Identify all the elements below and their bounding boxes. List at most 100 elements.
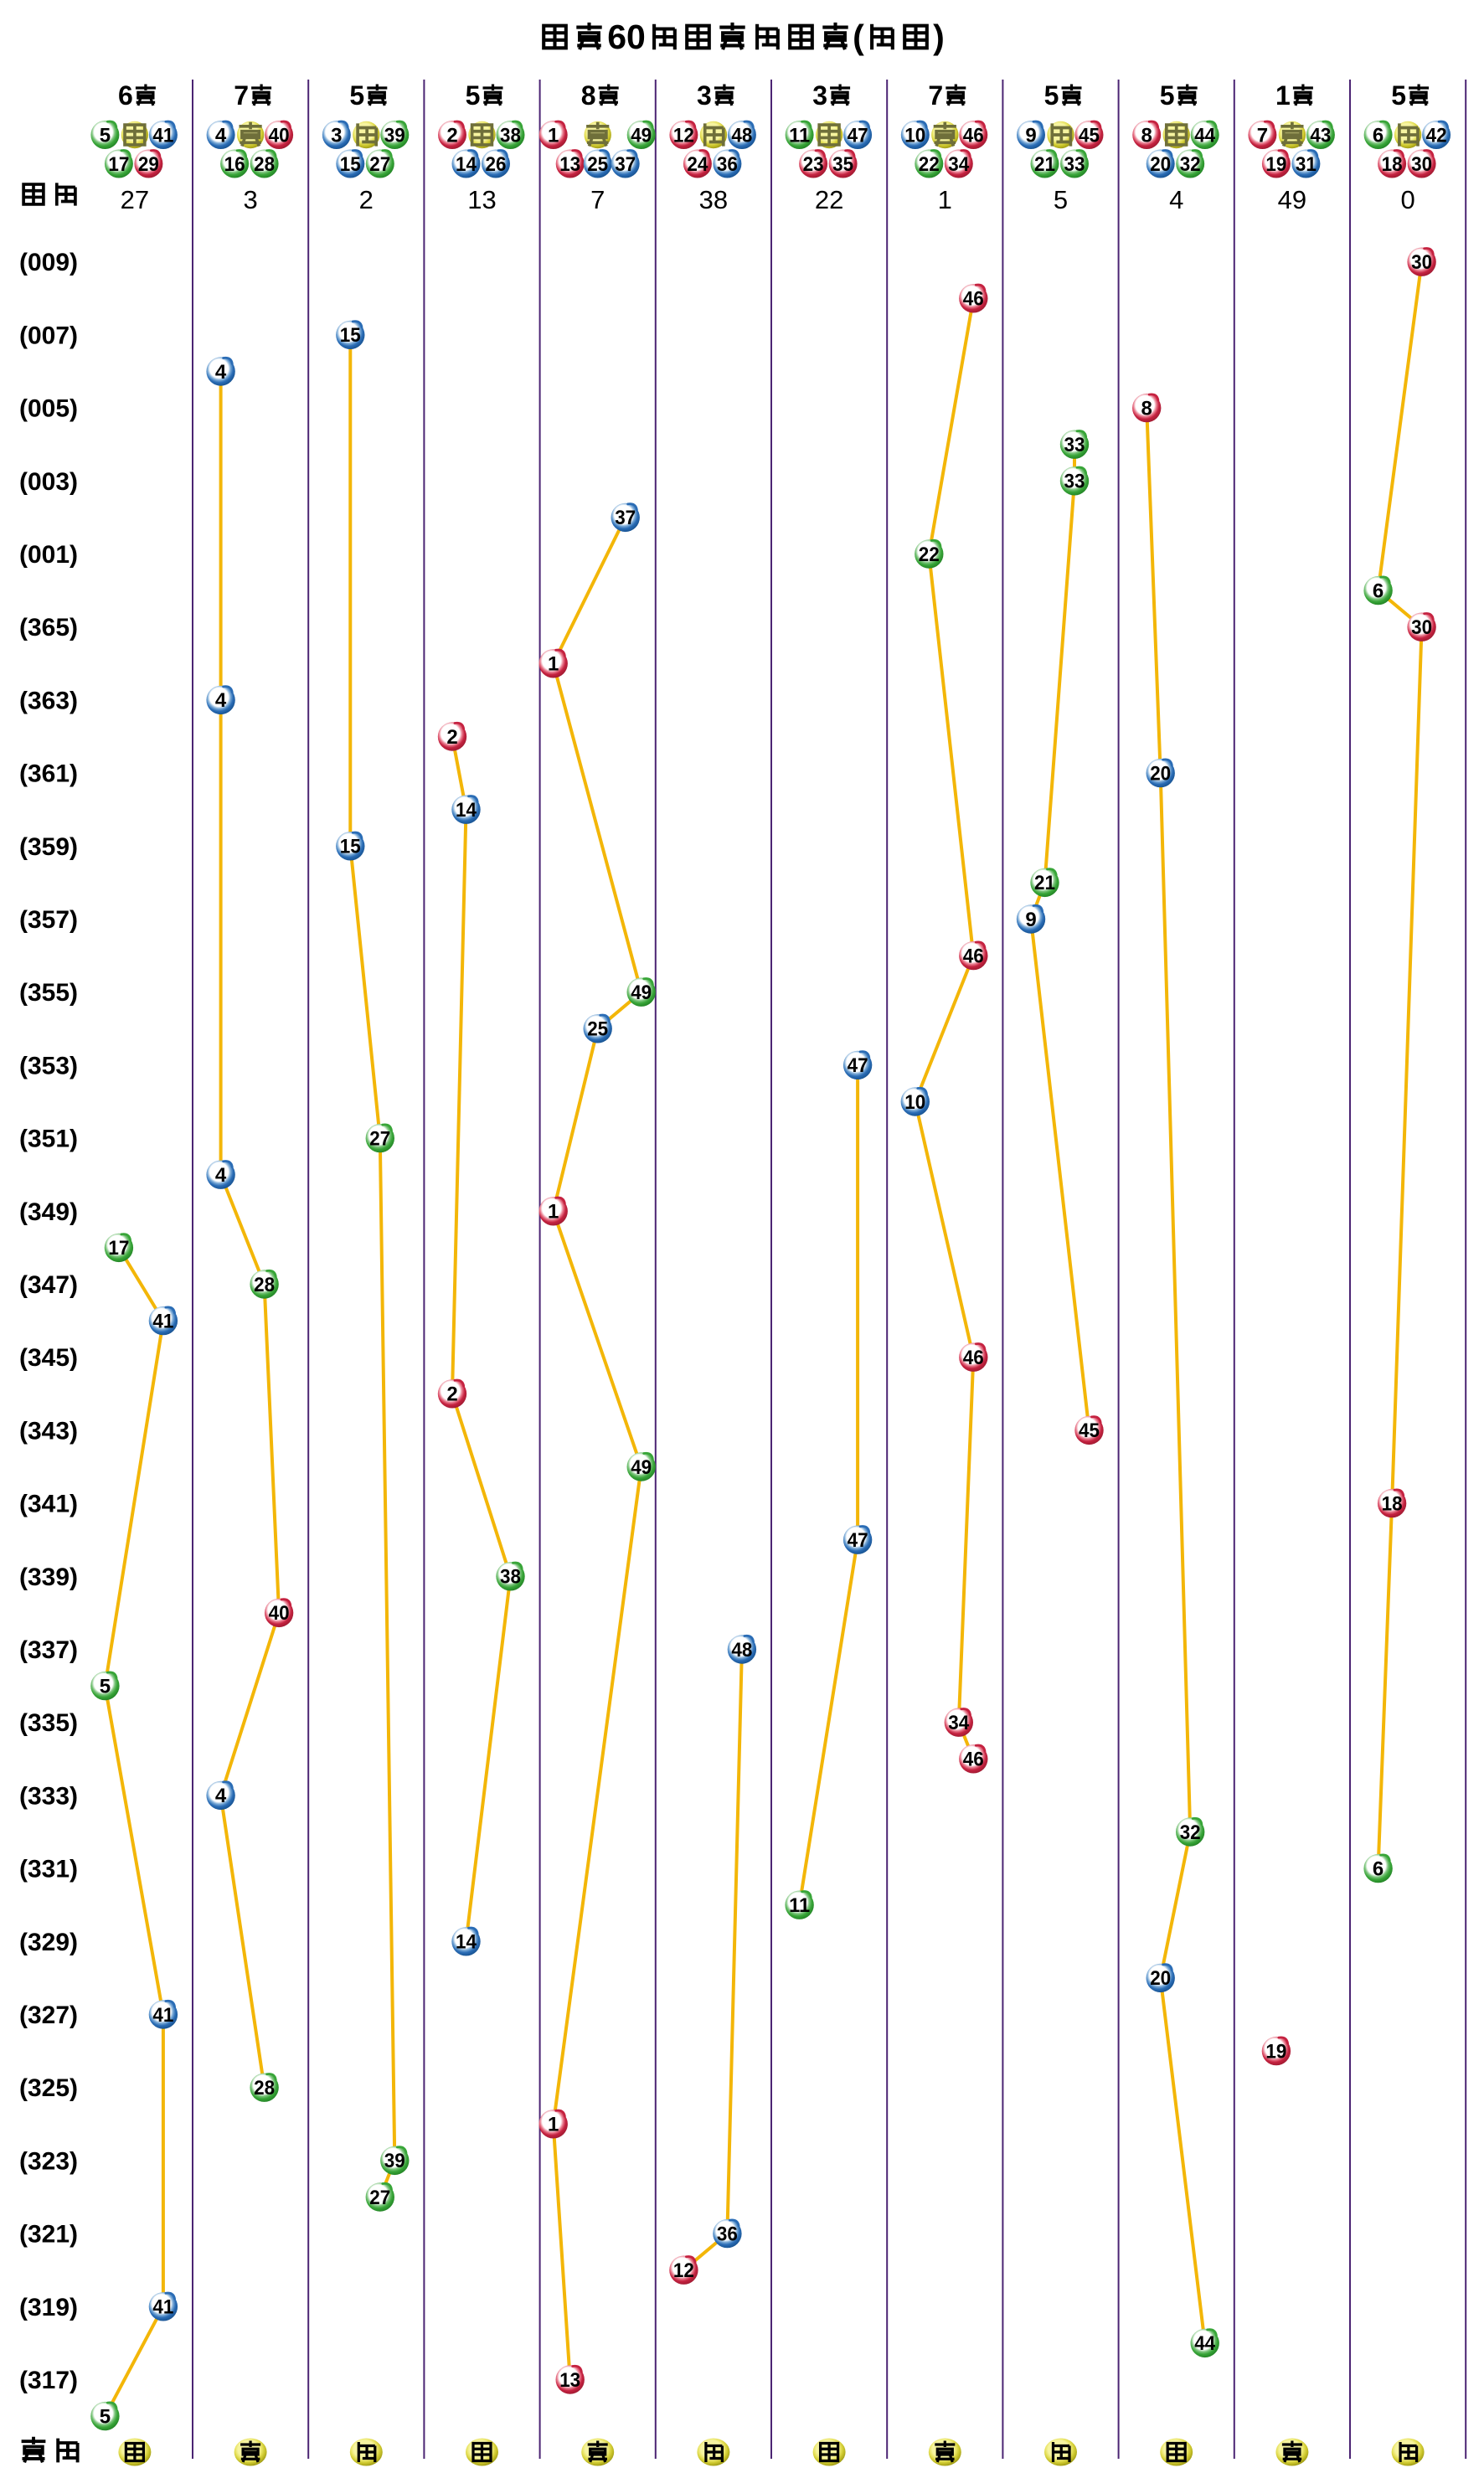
svg-text:31: 31: [1296, 153, 1317, 176]
svg-text:4: 4: [215, 689, 227, 712]
svg-text:49: 49: [1278, 185, 1306, 214]
svg-text:49: 49: [631, 124, 652, 147]
svg-text:22: 22: [919, 544, 940, 566]
svg-text:5: 5: [100, 124, 111, 147]
svg-text:13: 13: [559, 2369, 580, 2392]
svg-text:2: 2: [446, 124, 457, 147]
svg-text:15: 15: [340, 324, 361, 347]
svg-text:46: 46: [963, 945, 984, 967]
svg-text:11: 11: [789, 1894, 810, 1917]
svg-text:8: 8: [1141, 124, 1152, 147]
svg-text:1: 1: [548, 653, 559, 676]
svg-text:46: 46: [963, 1749, 984, 1771]
svg-text:14: 14: [456, 153, 477, 176]
svg-text:32: 32: [1180, 1821, 1201, 1844]
svg-text:1: 1: [548, 1201, 559, 1224]
svg-text:1: 1: [548, 2114, 559, 2136]
svg-text:36: 36: [717, 153, 738, 176]
svg-text:(363): (363): [19, 687, 78, 714]
svg-text:20: 20: [1150, 762, 1171, 785]
svg-text:(339): (339): [19, 1564, 78, 1591]
svg-text:34: 34: [948, 1712, 970, 1734]
svg-text:(331): (331): [19, 1856, 78, 1883]
svg-text:41: 41: [152, 2296, 173, 2319]
svg-text:45: 45: [1079, 1419, 1100, 1442]
svg-text:27: 27: [369, 153, 390, 176]
svg-text:9: 9: [1025, 124, 1036, 147]
svg-text:33: 33: [1064, 471, 1085, 493]
svg-text:5: 5: [100, 2405, 111, 2428]
svg-text:47: 47: [848, 1529, 868, 1552]
svg-text:40: 40: [269, 1602, 290, 1625]
svg-text:(319): (319): [19, 2294, 78, 2321]
svg-text:37: 37: [615, 507, 636, 529]
svg-text:24: 24: [687, 153, 709, 176]
svg-text:19: 19: [1265, 153, 1286, 176]
svg-text:1: 1: [548, 124, 559, 147]
svg-text:36: 36: [717, 2223, 738, 2245]
svg-text:20: 20: [1150, 153, 1171, 176]
svg-text:10: 10: [904, 124, 925, 147]
svg-text:28: 28: [254, 153, 275, 176]
svg-text:48: 48: [731, 124, 752, 147]
svg-text:(341): (341): [19, 1491, 78, 1518]
svg-text:28: 28: [254, 1274, 275, 1296]
svg-text:29: 29: [138, 153, 159, 176]
svg-text:46: 46: [963, 288, 984, 311]
svg-text:43: 43: [1310, 124, 1331, 147]
svg-text:(317): (317): [19, 2367, 78, 2394]
svg-text:38: 38: [500, 124, 521, 147]
svg-text:27: 27: [121, 185, 149, 214]
svg-text:18: 18: [1382, 153, 1403, 176]
svg-text:5: 5: [1391, 80, 1406, 111]
svg-text:14: 14: [456, 799, 477, 822]
svg-text:(365): (365): [19, 614, 78, 641]
svg-text:17: 17: [108, 1237, 129, 1260]
svg-text:5: 5: [1054, 185, 1068, 214]
svg-text:7: 7: [928, 80, 943, 111]
svg-text:(335): (335): [19, 1709, 78, 1737]
svg-text:35: 35: [832, 153, 853, 176]
svg-text:(327): (327): [19, 2002, 78, 2029]
svg-text:21: 21: [1034, 153, 1055, 176]
svg-text:27: 27: [369, 2187, 390, 2209]
svg-text:8: 8: [581, 80, 596, 111]
svg-text:41: 41: [152, 124, 173, 147]
svg-text:28: 28: [254, 2077, 275, 2099]
svg-text:(009): (009): [19, 249, 78, 276]
svg-text:18: 18: [1382, 1492, 1403, 1515]
svg-text:22: 22: [919, 153, 940, 176]
svg-text:(003): (003): [19, 468, 78, 496]
svg-text:12: 12: [673, 2259, 694, 2282]
svg-text:39: 39: [384, 2150, 405, 2172]
svg-text:30: 30: [1411, 616, 1432, 639]
svg-text:14: 14: [456, 1931, 477, 1954]
svg-text:41: 41: [152, 2004, 173, 2027]
svg-text:(323): (323): [19, 2147, 78, 2175]
svg-text:13: 13: [559, 153, 580, 176]
svg-text:37: 37: [615, 153, 636, 176]
svg-text:(325): (325): [19, 2074, 78, 2102]
svg-text:(345): (345): [19, 1344, 78, 1372]
svg-text:33: 33: [1064, 153, 1085, 176]
svg-text:42: 42: [1426, 124, 1447, 147]
svg-text:(005): (005): [19, 395, 78, 423]
svg-text:5: 5: [1160, 80, 1175, 111]
svg-text:49: 49: [631, 981, 652, 1004]
svg-text:26: 26: [486, 153, 507, 176]
svg-text:1: 1: [1275, 80, 1291, 111]
svg-text:25: 25: [587, 1018, 608, 1041]
svg-text:30: 30: [1411, 251, 1432, 274]
svg-text:60: 60: [607, 18, 646, 56]
svg-text:45: 45: [1079, 124, 1100, 147]
svg-text:3: 3: [812, 80, 827, 111]
svg-text:7: 7: [590, 185, 605, 214]
svg-text:1: 1: [938, 185, 952, 214]
svg-text:0: 0: [1400, 185, 1414, 214]
svg-text:46: 46: [963, 124, 984, 147]
svg-text:20: 20: [1150, 1967, 1171, 1990]
svg-text:2: 2: [359, 185, 374, 214]
svg-text:11: 11: [789, 124, 810, 147]
svg-text:2: 2: [446, 726, 457, 749]
svg-text:9: 9: [1025, 909, 1036, 931]
